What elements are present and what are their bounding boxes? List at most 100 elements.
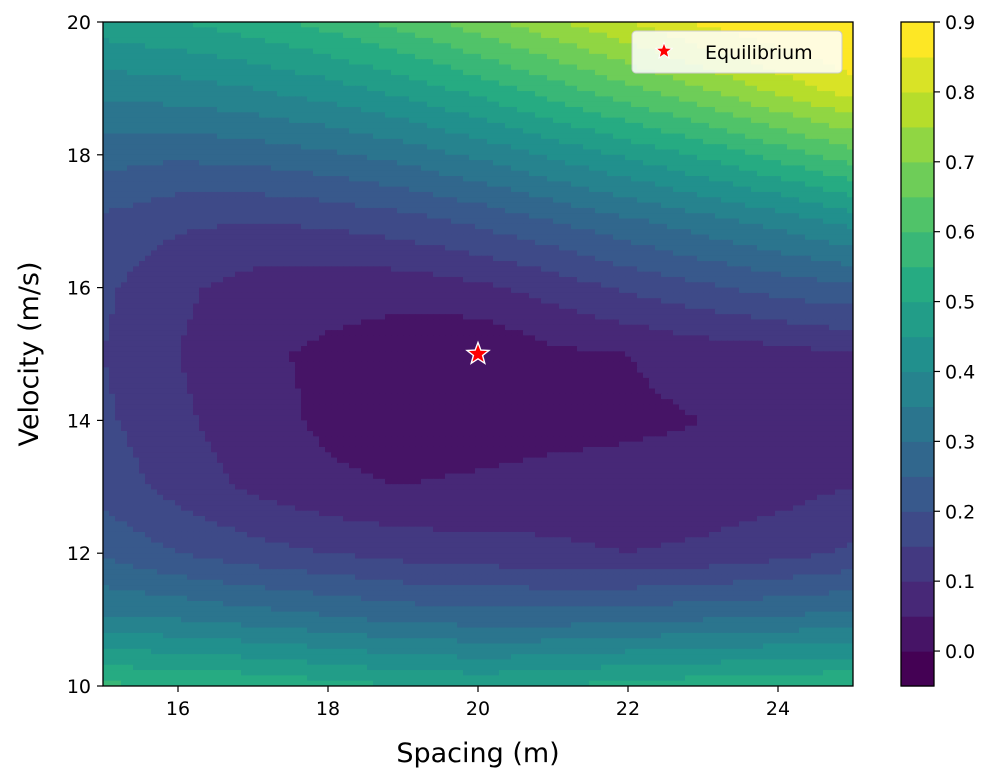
contour-cell <box>547 181 554 188</box>
contour-cell <box>667 117 674 124</box>
contour-cell <box>667 128 674 135</box>
contour-cell <box>409 91 416 98</box>
contour-cell <box>595 218 602 225</box>
contour-cell <box>661 170 668 177</box>
contour-cell <box>151 59 158 66</box>
contour-cell <box>715 122 722 129</box>
contour-cell <box>445 223 452 230</box>
contour-cell <box>397 27 404 34</box>
contour-cell <box>379 165 386 172</box>
contour-cell <box>181 59 188 66</box>
contour-cell <box>109 170 116 177</box>
contour-cell <box>247 170 254 177</box>
contour-cell <box>565 149 572 156</box>
contour-cell <box>643 133 650 140</box>
contour-cell <box>487 101 494 108</box>
contour-cell <box>649 91 656 98</box>
contour-cell <box>367 197 374 204</box>
contour-cell <box>517 186 524 193</box>
contour-cell <box>487 75 494 82</box>
contour-cell <box>571 80 578 87</box>
contour-cell <box>379 96 386 103</box>
contour-cell <box>529 75 536 82</box>
contour-cell <box>283 207 290 214</box>
contour-cell <box>823 149 830 156</box>
contour-cell <box>673 96 680 103</box>
contour-cell <box>805 80 812 87</box>
contour-cell <box>121 191 128 198</box>
contour-cell <box>283 138 290 145</box>
contour-cell <box>205 128 212 135</box>
contour-cell <box>739 75 746 82</box>
contour-cell <box>199 64 206 71</box>
contour-cell <box>385 22 392 29</box>
contour-cell <box>301 149 308 156</box>
contour-cell <box>265 53 272 60</box>
contour-cell <box>175 191 182 198</box>
contour-cell <box>847 69 853 76</box>
contour-cell <box>325 213 332 220</box>
contour-cell <box>415 176 422 183</box>
contour-cell <box>271 197 278 204</box>
contour-cell <box>589 64 596 71</box>
contour-cell <box>547 144 554 151</box>
contour-cell <box>319 223 326 230</box>
contour-cell <box>463 106 470 113</box>
contour-cell <box>559 80 566 87</box>
contour-cell <box>211 80 218 87</box>
contour-cell <box>601 43 608 50</box>
contour-cell <box>241 117 248 124</box>
contour-cell <box>409 170 416 177</box>
contour-cell <box>517 106 524 113</box>
contour-cell <box>157 101 164 108</box>
contour-cell <box>451 69 458 76</box>
contour-cell <box>733 165 740 172</box>
contour-cell <box>409 85 416 92</box>
contour-cell <box>373 75 380 82</box>
contour-cell <box>385 160 392 167</box>
contour-cell <box>331 96 338 103</box>
contour-cell <box>505 133 512 140</box>
contour-cell <box>445 186 452 193</box>
contour-cell <box>301 112 308 119</box>
contour-cell <box>595 91 602 98</box>
contour-cell <box>145 91 152 98</box>
contour-cell <box>679 202 686 209</box>
contour-cell <box>391 160 398 167</box>
contour-cell <box>157 22 164 29</box>
contour-cell <box>307 101 314 108</box>
contour-cell <box>487 106 494 113</box>
contour-cell <box>325 22 332 29</box>
contour-cell <box>619 122 626 129</box>
contour-cell <box>529 133 536 140</box>
contour-cell <box>373 191 380 198</box>
contour-cell <box>589 144 596 151</box>
contour-cell <box>145 112 152 119</box>
contour-cell <box>583 112 590 119</box>
contour-cell <box>757 128 764 135</box>
contour-cell <box>253 69 260 76</box>
contour-cell <box>493 138 500 145</box>
contour-cell <box>403 91 410 98</box>
contour-cell <box>259 69 266 76</box>
contour-cell <box>709 160 716 167</box>
contour-cell <box>487 112 494 119</box>
contour-cell <box>373 202 380 209</box>
contour-cell <box>541 117 548 124</box>
contour-cell <box>757 181 764 188</box>
contour-cell <box>847 197 853 204</box>
contour-cell <box>511 176 518 183</box>
contour-cell <box>121 80 128 87</box>
contour-cell <box>211 37 218 44</box>
contour-cell <box>493 64 500 71</box>
contour-cell <box>397 85 404 92</box>
contour-cell <box>613 218 620 225</box>
contour-cell <box>127 218 134 225</box>
contour-cell <box>457 144 464 151</box>
contour-cell <box>559 101 566 108</box>
contour-cell <box>781 112 788 119</box>
contour-cell <box>745 133 752 140</box>
contour-cell <box>847 202 853 209</box>
contour-cell <box>163 191 170 198</box>
contour-cell <box>841 27 848 34</box>
